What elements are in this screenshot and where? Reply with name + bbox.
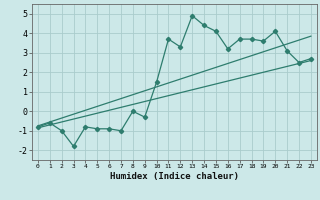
X-axis label: Humidex (Indice chaleur): Humidex (Indice chaleur) — [110, 172, 239, 181]
